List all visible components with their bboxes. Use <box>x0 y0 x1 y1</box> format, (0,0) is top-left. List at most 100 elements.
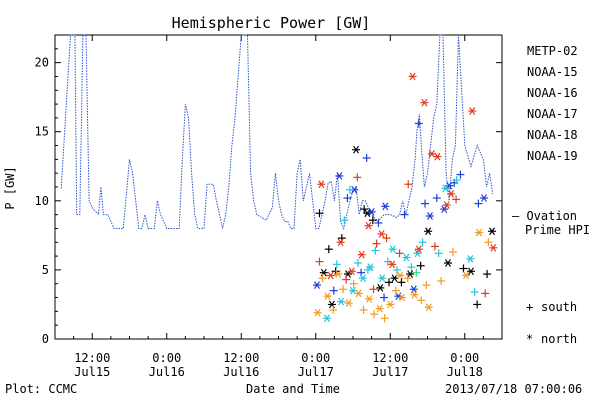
x-tick-time-label: 12:00 <box>372 351 408 365</box>
y-axis-label: P [GW] <box>3 166 17 209</box>
noaa-19-north-point <box>414 245 423 254</box>
metp-02-north-point <box>466 267 475 276</box>
noaa-19-north-point <box>364 221 373 230</box>
noaa-19-south-point <box>395 249 404 258</box>
marker-legend-south-symbol: + <box>526 300 533 314</box>
y-tick-label: 0 <box>42 332 49 346</box>
noaa-19-north-point <box>317 180 326 189</box>
x-tick-date-label: Jul18 <box>447 365 483 379</box>
x-axis-ticks: 12:00Jul150:00Jul1612:00Jul160:00Jul1712… <box>54 35 503 379</box>
legend-item-noaa-15: NOAA-15 <box>527 65 578 79</box>
metp-02-south-point <box>397 278 406 287</box>
noaa-19-south-point <box>369 285 378 294</box>
metp-02-south-point <box>483 270 492 279</box>
x-tick-time-label: 12:00 <box>223 351 259 365</box>
noaa-18-north-point <box>396 271 405 280</box>
noaa-19-north-point <box>489 243 498 252</box>
noaa-16-south-point <box>407 263 416 272</box>
metp-02-south-point <box>368 216 377 225</box>
noaa-19-south-point <box>353 173 362 182</box>
noaa-16-north-point <box>388 245 397 254</box>
plot-frame <box>54 34 503 340</box>
noaa-18-north-point <box>410 290 419 299</box>
noaa-18-south-point <box>370 310 379 319</box>
noaa-19-south-point <box>382 234 391 243</box>
noaa-18-south-point <box>391 286 400 295</box>
noaa-19-north-point <box>468 107 477 115</box>
satellite-marks-layer <box>312 72 498 323</box>
noaa-16-south-point <box>345 185 354 194</box>
metp-02-south-point <box>360 205 369 214</box>
x-tick-time-label: 12:00 <box>74 351 110 365</box>
noaa-15-south-point <box>400 210 409 219</box>
noaa-15-south-point <box>329 286 338 295</box>
noaa-19-south-point <box>315 257 324 266</box>
metp-02-north-point <box>424 227 433 236</box>
noaa-18-south-point <box>437 276 446 285</box>
noaa-19-north-point <box>433 152 442 161</box>
noaa-19-north-point <box>347 267 356 276</box>
noaa-16-south-point <box>371 246 380 255</box>
ovation-legend-line-1: — Ovation <box>512 209 577 223</box>
noaa-15-north-point <box>381 202 390 211</box>
noaa-19-south-point <box>452 195 461 204</box>
noaa-18-south-point <box>349 279 358 288</box>
noaa-19-north-point <box>326 271 335 280</box>
metp-02-south-point <box>416 261 425 270</box>
noaa-16-south-point <box>363 265 372 274</box>
y-tick-label: 5 <box>42 263 49 277</box>
noaa-15-north-point <box>335 172 344 180</box>
ovation-prime-hpi-layer <box>60 34 494 231</box>
marker-legend-south-label: south <box>541 300 577 314</box>
x-tick-time-label: 0:00 <box>450 351 479 365</box>
metp-02-south-point <box>473 300 482 309</box>
legend-item-noaa-18: NOAA-18 <box>527 128 578 142</box>
satellite-legend: METP-02 NOAA-15 NOAA-16 NOAA-17 NOAA-18 NOAA-… <box>527 44 578 163</box>
metp-02-south-point <box>385 278 394 287</box>
noaa-16-north-point <box>358 274 367 283</box>
x-tick-date-label: Jul15 <box>74 365 110 379</box>
noaa-15-south-point <box>474 199 483 208</box>
ovation-prime-hpi-line <box>60 34 494 231</box>
metp-02-north-point <box>352 145 361 154</box>
noaa-18-north-point <box>386 300 395 309</box>
metp-02-north-point <box>443 259 452 267</box>
x-tick-time-label: 0:00 <box>301 351 330 365</box>
noaa-18-south-point <box>318 274 327 283</box>
noaa-18-south-point <box>339 285 348 294</box>
noaa-16-south-point <box>332 260 341 269</box>
noaa-19-north-point <box>420 98 429 107</box>
noaa-15-north-point <box>312 281 321 289</box>
noaa-18-north-point <box>334 270 343 278</box>
noaa-18-north-point <box>365 295 374 303</box>
noaa-16-south-point <box>452 176 461 185</box>
ovation-legend-line-2: Prime HPI <box>525 223 590 237</box>
marker-legend: + south * north <box>526 300 577 346</box>
noaa-18-south-point <box>422 281 431 290</box>
noaa-16-north-point <box>402 253 411 262</box>
noaa-16-north-point <box>337 297 346 306</box>
noaa-19-north-point <box>336 238 345 247</box>
noaa-15-north-point <box>479 194 488 202</box>
noaa-19-north-point <box>377 230 386 238</box>
noaa-18-south-point <box>359 305 368 314</box>
legend-item-noaa-17: NOAA-17 <box>527 107 578 121</box>
noaa-18-south-point <box>403 274 412 283</box>
legend-item-noaa-19: NOAA-19 <box>527 149 578 163</box>
noaa-18-north-point <box>313 308 322 317</box>
noaa-16-south-point <box>340 216 349 225</box>
x-tick-time-label: 0:00 <box>152 351 181 365</box>
footer-plot-credit: Plot: CCMC <box>5 382 77 396</box>
noaa-18-north-point <box>375 304 384 313</box>
noaa-16-south-point <box>353 259 362 267</box>
noaa-15-north-point <box>425 212 434 220</box>
x-tick-date-label: Jul16 <box>149 365 185 379</box>
noaa-17-south-point <box>412 268 421 277</box>
noaa-18-north-point <box>344 299 353 307</box>
x-tick-date-label: Jul17 <box>298 365 334 379</box>
y-tick-label: 10 <box>35 194 49 208</box>
x-tick-date-label: Jul16 <box>223 365 259 379</box>
noaa-18-north-point <box>323 292 332 301</box>
